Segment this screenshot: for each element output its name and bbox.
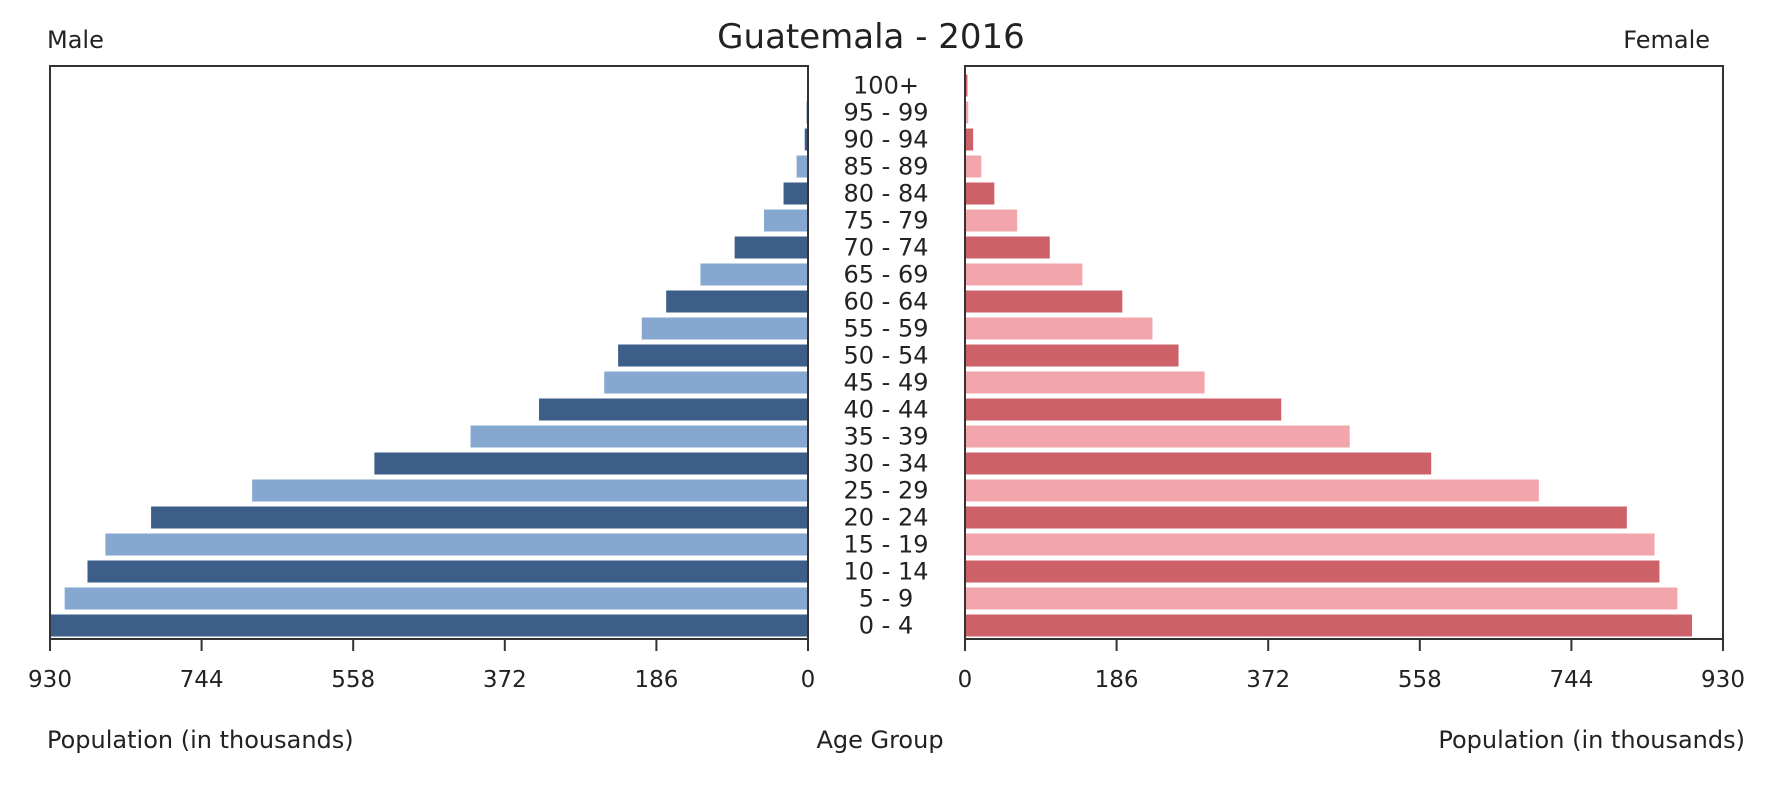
male-bar-6 — [734, 236, 808, 259]
age-group-label: 25 - 29 — [844, 477, 929, 505]
age-group-label: 15 - 19 — [844, 531, 929, 559]
age-group-label: 45 - 49 — [844, 369, 929, 397]
male-bar-2 — [804, 128, 808, 151]
male-bar-8 — [666, 290, 808, 313]
female-bar-13 — [965, 425, 1350, 448]
age-group-label: 55 - 59 — [844, 315, 929, 343]
tick-label: 372 — [483, 667, 527, 693]
age-group-label: 20 - 24 — [844, 504, 929, 532]
tick-label: 744 — [1549, 667, 1593, 693]
male-bar-3 — [796, 155, 808, 178]
male-bar-18 — [87, 560, 808, 583]
female-bar-5 — [965, 209, 1018, 232]
tick-label: 186 — [634, 667, 678, 693]
age-group-label: 90 - 94 — [844, 126, 929, 154]
female-bar-4 — [965, 182, 995, 205]
male-axis-label: Population (in thousands) — [47, 726, 354, 754]
age-group-label: 5 - 9 — [859, 585, 913, 613]
male-bar-13 — [470, 425, 808, 448]
tick-label: 930 — [28, 667, 72, 693]
female-plot-frame — [964, 65, 1724, 640]
female-bar-0 — [965, 74, 968, 97]
age-group-label: 50 - 54 — [844, 342, 929, 370]
female-bar-8 — [965, 290, 1123, 313]
female-bar-3 — [965, 155, 982, 178]
female-bar-17 — [965, 533, 1655, 556]
male-bar-11 — [604, 371, 808, 394]
female-bar-1 — [965, 101, 969, 124]
male-bar-10 — [618, 344, 808, 367]
female-bar-15 — [965, 479, 1539, 502]
female-bar-19 — [965, 587, 1678, 610]
tick-label: 744 — [180, 667, 224, 693]
male-bar-9 — [641, 317, 808, 340]
female-bar-10 — [965, 344, 1179, 367]
tick-label: 372 — [1246, 667, 1290, 693]
age-group-label: 65 - 69 — [844, 261, 929, 289]
female-label: Female — [1623, 26, 1710, 54]
chart-title: Guatemala - 2016 — [717, 17, 1025, 57]
tick-label: 0 — [958, 667, 973, 693]
male-label: Male — [47, 26, 104, 54]
female-bar-12 — [965, 398, 1282, 421]
age-group-label: 30 - 34 — [844, 450, 929, 478]
male-bar-7 — [700, 263, 808, 286]
male-bar-15 — [252, 479, 809, 502]
female-bar-11 — [965, 371, 1205, 394]
age-group-label: 85 - 89 — [844, 153, 929, 181]
age-group-label: 70 - 74 — [844, 234, 929, 262]
age-group-label: 95 - 99 — [844, 99, 929, 127]
female-axis-label: Population (in thousands) — [1438, 726, 1745, 754]
male-bar-17 — [105, 533, 809, 556]
female-axis-ticks: 0 186 372 558 744 930 — [958, 639, 1745, 693]
male-bar-20 — [50, 614, 808, 637]
female-bar-16 — [965, 506, 1627, 529]
age-group-label: 40 - 44 — [844, 396, 929, 424]
female-bar-18 — [965, 560, 1660, 583]
tick-label: 558 — [331, 667, 375, 693]
male-bar-5 — [763, 209, 808, 232]
male-bar-12 — [539, 398, 808, 421]
age-group-label: 10 - 14 — [844, 558, 929, 586]
age-group-label: 35 - 39 — [844, 423, 929, 451]
male-bars — [50, 74, 809, 637]
female-bar-7 — [965, 263, 1083, 286]
tick-label: 186 — [1095, 667, 1139, 693]
female-bar-14 — [965, 452, 1432, 475]
male-bar-19 — [64, 587, 809, 610]
age-group-label: 75 - 79 — [844, 207, 929, 235]
female-bar-2 — [965, 128, 974, 151]
age-group-label: 0 - 4 — [859, 612, 913, 640]
age-group-label: 80 - 84 — [844, 180, 929, 208]
female-bars — [965, 74, 1693, 637]
male-plot-frame — [49, 65, 809, 640]
tick-label: 0 — [801, 667, 816, 693]
male-bar-4 — [783, 182, 808, 205]
male-axis-ticks: 930 744 558 372 186 0 — [28, 639, 815, 693]
female-bar-20 — [965, 614, 1693, 637]
age-axis-label: Age Group — [816, 726, 943, 754]
tick-label: 558 — [1398, 667, 1442, 693]
female-bar-6 — [965, 236, 1050, 259]
age-group-label: 100+ — [853, 72, 919, 100]
tick-label: 930 — [1701, 667, 1745, 693]
female-bar-9 — [965, 317, 1153, 340]
male-bar-16 — [151, 506, 809, 529]
male-bar-14 — [374, 452, 808, 475]
age-group-label: 60 - 64 — [844, 288, 929, 316]
